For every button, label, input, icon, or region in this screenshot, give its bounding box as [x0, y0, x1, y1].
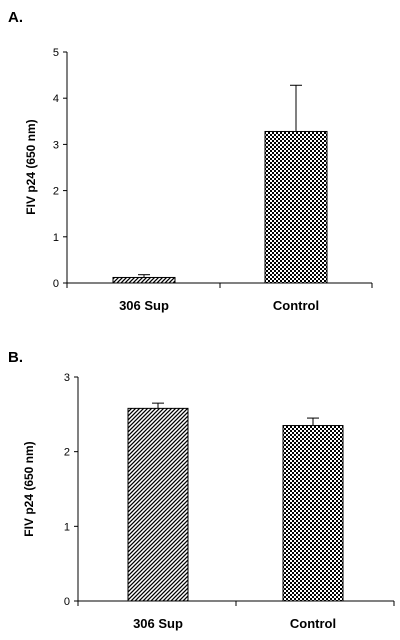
- x-category-label: 306 Sup: [119, 298, 169, 313]
- y-tick-label: 1: [64, 521, 70, 533]
- panel-label-a: A.: [8, 9, 23, 26]
- y-tick-label: 1: [53, 232, 59, 244]
- bar-306-sup-a: [112, 276, 176, 284]
- y-tick-label: 2: [53, 186, 59, 198]
- y-tick-label: 0: [64, 596, 70, 608]
- x-category-label: Control: [273, 298, 319, 313]
- chart-panel-a: A. FIV p24 (650 nm) 0 1 2 3 4 5 306 Sup Control: [8, 9, 373, 313]
- y-tick-label: 3: [64, 372, 70, 384]
- bar-control-a: [264, 130, 328, 284]
- y-axis-title-a: FIV p24 (650 nm): [24, 119, 38, 214]
- bar-control-b: [282, 425, 344, 602]
- y-tick-label: 0: [53, 278, 59, 290]
- x-category-label: 306 Sup: [133, 616, 183, 631]
- plot-area-a: 0 1 2 3 4 5 306 Sup Control: [53, 47, 373, 313]
- y-axis-title-b: FIV p24 (650 nm): [22, 441, 36, 536]
- y-tick-label: 4: [53, 93, 59, 105]
- y-tick-label: 5: [53, 47, 59, 59]
- panel-label-b: B.: [8, 349, 23, 366]
- plot-area-b: 0 1 2 3 306 Sup Control: [64, 372, 395, 631]
- x-category-label: Control: [290, 616, 336, 631]
- y-tick-label: 2: [64, 447, 70, 459]
- chart-panel-b: B. FIV p24 (650 nm) 0 1 2 3 306 Sup Control: [8, 349, 395, 631]
- y-tick-label: 3: [53, 139, 59, 151]
- bar-306-sup-b: [127, 407, 189, 602]
